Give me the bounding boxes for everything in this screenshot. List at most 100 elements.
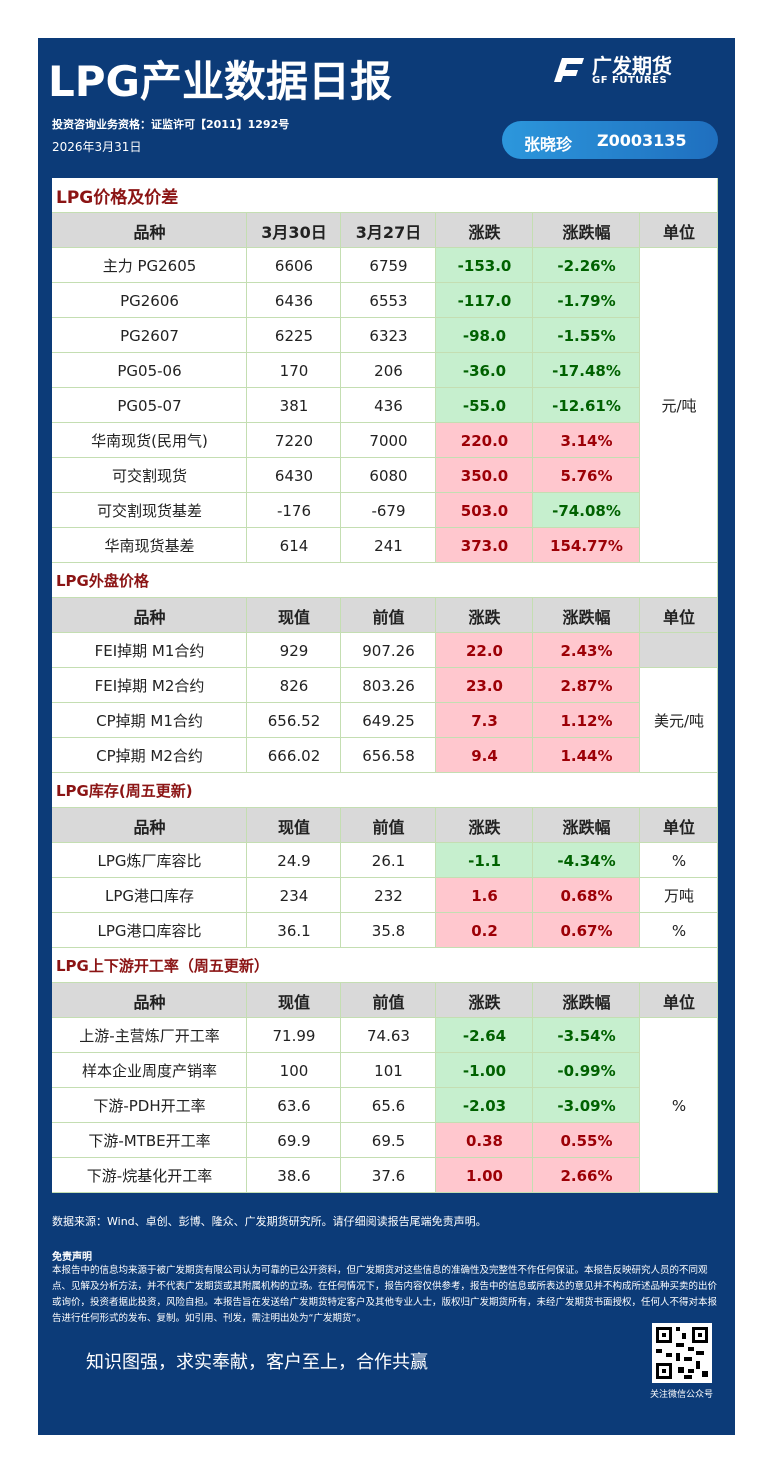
disclaimer: 本报告中的信息均来源于被广发期货有限公司认为可靠的已公开资料，但广发期货对这些信…	[52, 1265, 718, 1324]
table-cell-current: 6225	[247, 318, 341, 353]
table-cell-current: 929	[247, 633, 341, 668]
column-header: 现值	[247, 808, 341, 843]
column-header: 单位	[640, 213, 718, 248]
report-date: 2026年3月31日	[52, 140, 142, 154]
table-cell-previous: 69.5	[341, 1123, 436, 1158]
column-header: 涨跌	[436, 808, 533, 843]
table-cell-current: 63.6	[247, 1088, 341, 1123]
table-cell-previous: 803.26	[341, 668, 436, 703]
table-cell-change: 373.0	[436, 528, 533, 563]
table-cell-name: PG2606	[52, 283, 247, 318]
table-cell-previous: -679	[341, 493, 436, 528]
table-cell-pct: -74.08%	[533, 493, 640, 528]
table-cell-previous: 907.26	[341, 633, 436, 668]
logo-en: GF FUTURES	[592, 75, 668, 86]
table-cell-change: 9.4	[436, 738, 533, 773]
column-header: 涨跌幅	[533, 808, 640, 843]
table-cell-change: 1.6	[436, 878, 533, 913]
table-cell-previous: 6759	[341, 248, 436, 283]
table-cell-change: -2.64	[436, 1018, 533, 1053]
table-cell-change: -1.00	[436, 1053, 533, 1088]
column-header: 单位	[640, 808, 718, 843]
table-cell-name: 下游-烷基化开工率	[52, 1158, 247, 1193]
table-cell-previous: 6080	[341, 458, 436, 493]
disclaimer-title: 免责声明	[52, 1252, 92, 1263]
table-cell-name: 下游-MTBE开工率	[52, 1123, 247, 1158]
table-cell-pct: 1.12%	[533, 703, 640, 738]
column-header: 品种	[52, 598, 247, 633]
table-cell-name: LPG港口库存	[52, 878, 247, 913]
column-header: 3月30日	[247, 213, 341, 248]
table-cell-current: 826	[247, 668, 341, 703]
table-cell-current: 69.9	[247, 1123, 341, 1158]
table-cell-pct: -17.48%	[533, 353, 640, 388]
analyst-name: 张晓珍	[524, 135, 573, 154]
column-header: 涨跌幅	[533, 598, 640, 633]
table-cell-current: 38.6	[247, 1158, 341, 1193]
table-cell-change: -117.0	[436, 283, 533, 318]
table-cell-current: 6430	[247, 458, 341, 493]
table-cell-name: 华南现货基差	[52, 528, 247, 563]
table-cell-current: 6436	[247, 283, 341, 318]
table-cell-previous: 26.1	[341, 843, 436, 878]
table-cell-pct: 3.14%	[533, 423, 640, 458]
data-source: 数据来源：Wind、卓创、彭博、隆众、广发期货研究所。请仔细阅读报告尾端免责声明…	[52, 1215, 487, 1228]
column-header: 涨跌	[436, 983, 533, 1018]
table-cell-name: PG05-07	[52, 388, 247, 423]
table-cell-pct: -12.61%	[533, 388, 640, 423]
table-cell-previous: 649.25	[341, 703, 436, 738]
table-cell-name: LPG港口库容比	[52, 913, 247, 948]
table-cell-change: 7.3	[436, 703, 533, 738]
table-cell-pct: -1.79%	[533, 283, 640, 318]
table-cell-change: -2.03	[436, 1088, 533, 1123]
table-cell-change: 0.38	[436, 1123, 533, 1158]
table-cell-pct: 0.55%	[533, 1123, 640, 1158]
table-cell-pct: 2.43%	[533, 633, 640, 668]
table-cell-current: 6606	[247, 248, 341, 283]
table-cell-change: 350.0	[436, 458, 533, 493]
unit-cell: %	[640, 1018, 718, 1193]
table-cell-previous: 232	[341, 878, 436, 913]
column-header: 涨跌	[436, 598, 533, 633]
table-cell-name: 可交割现货基差	[52, 493, 247, 528]
table-cell-current: 71.99	[247, 1018, 341, 1053]
table-cell-current: 7220	[247, 423, 341, 458]
table-cell-previous: 241	[341, 528, 436, 563]
table-cell-pct: -2.26%	[533, 248, 640, 283]
slogan: 知识图强，求实奉献，客户至上，合作共赢	[86, 1352, 428, 1373]
logo-cn: 广发期货	[592, 54, 672, 78]
table-cell-current: -176	[247, 493, 341, 528]
table-cell-change: -98.0	[436, 318, 533, 353]
table-cell-pct: 1.44%	[533, 738, 640, 773]
column-header: 单位	[640, 598, 718, 633]
analyst-pill	[502, 121, 718, 159]
section-title: LPG上下游开工率（周五更新）	[52, 948, 718, 983]
unit-cell: %	[640, 913, 718, 948]
table-cell-name: 主力 PG2605	[52, 248, 247, 283]
table-cell-previous: 6553	[341, 283, 436, 318]
table-cell-pct: -0.99%	[533, 1053, 640, 1088]
table-cell-name: 下游-PDH开工率	[52, 1088, 247, 1123]
table-cell-name: 华南现货(民用气)	[52, 423, 247, 458]
table-cell-pct: 5.76%	[533, 458, 640, 493]
table-cell-current: 170	[247, 353, 341, 388]
table-cell-change: -55.0	[436, 388, 533, 423]
column-header: 品种	[52, 808, 247, 843]
table-cell-pct: 0.67%	[533, 913, 640, 948]
table-cell-previous: 436	[341, 388, 436, 423]
column-header: 前值	[341, 598, 436, 633]
table-cell-current: 234	[247, 878, 341, 913]
table-cell-pct: 154.77%	[533, 528, 640, 563]
column-header: 3月27日	[341, 213, 436, 248]
table-cell-name: 上游-主营炼厂开工率	[52, 1018, 247, 1053]
column-header: 前值	[341, 808, 436, 843]
table-cell-change: 0.2	[436, 913, 533, 948]
table-cell-change: 1.00	[436, 1158, 533, 1193]
table-cell-change: -36.0	[436, 353, 533, 388]
table-cell-name: PG2607	[52, 318, 247, 353]
table-cell-previous: 37.6	[341, 1158, 436, 1193]
table-cell-name: FEI掉期 M2合约	[52, 668, 247, 703]
table-cell-name: CP掉期 M2合约	[52, 738, 247, 773]
